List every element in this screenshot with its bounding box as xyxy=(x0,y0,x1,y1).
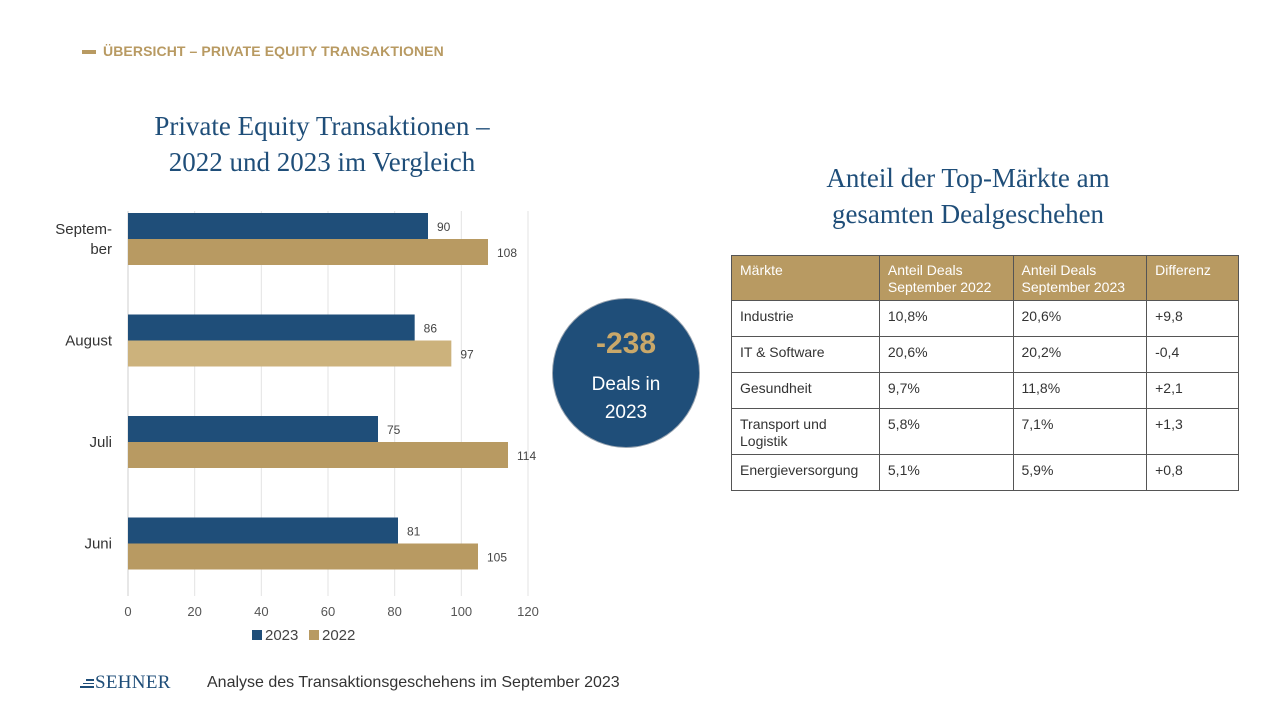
chart-title: Private Equity Transaktionen – 2022 und … xyxy=(112,108,532,180)
bar-2023 xyxy=(128,314,415,341)
chart-title-line-2: 2022 und 2023 im Vergleich xyxy=(168,147,476,177)
header-cell-difference: Differenz xyxy=(1146,255,1239,301)
table-header-row: Märkte Anteil Deals September 2022 Antei… xyxy=(731,255,1239,301)
callout-label-line-1: Deals in xyxy=(591,374,661,395)
table-cell-share-2022: 5,1% xyxy=(878,454,1014,491)
category-label: ber xyxy=(90,241,112,258)
x-tick-label: 20 xyxy=(187,604,201,619)
bar-2022 xyxy=(128,340,452,367)
table-cell-difference: +1,3 xyxy=(1146,408,1239,455)
legend-label: 2022 xyxy=(322,627,355,644)
table-cell-market: Gesundheit xyxy=(731,372,880,409)
logo-text: SEHNER xyxy=(95,672,171,693)
data-label: 90 xyxy=(437,220,451,234)
table-cell-share-2022: 5,8% xyxy=(878,408,1014,455)
x-tick-label: 40 xyxy=(254,604,268,619)
header-cell-markets: Märkte xyxy=(731,255,880,301)
data-label: 97 xyxy=(460,348,474,362)
header-accent-bar xyxy=(82,50,96,54)
table-cell-market: Energieversorgung xyxy=(731,454,880,491)
footer-caption: Analyse des Transaktionsgeschehens im Se… xyxy=(207,674,620,691)
table-cell-difference: +0,8 xyxy=(1146,454,1239,491)
x-tick-label: 0 xyxy=(124,604,131,619)
table-cell-market: Industrie xyxy=(731,300,880,337)
table-cell-share-2023: 20,6% xyxy=(1012,300,1148,337)
table-cell-difference: -0,4 xyxy=(1146,336,1239,373)
table-cell-share-2023: 11,8% xyxy=(1012,372,1148,409)
data-label: 114 xyxy=(517,449,536,463)
bar-2023 xyxy=(128,213,428,239)
x-tick-label: 80 xyxy=(387,604,401,619)
table-cell-share-2022: 9,7% xyxy=(878,372,1014,409)
table-title-line-2: gesamten Dealgeschehen xyxy=(831,199,1105,229)
legend-swatch-2022 xyxy=(309,630,319,640)
bar-2023 xyxy=(128,416,378,442)
data-label: 105 xyxy=(487,551,507,565)
callout-value: -238 xyxy=(595,327,657,360)
table-cell-share-2022: 20,6% xyxy=(878,336,1014,373)
legend-swatch-2023 xyxy=(252,630,262,640)
table-cell-share-2023: 7,1% xyxy=(1012,408,1148,455)
deals-callout-circle: -238 Deals in 2023 xyxy=(552,298,700,448)
category-label: Septem- xyxy=(55,221,112,238)
header-cell-share-2023: Anteil Deals September 2023 xyxy=(1012,255,1148,301)
table-cell-share-2023: 20,2% xyxy=(1012,336,1148,373)
table-title: Anteil der Top-Märkte am gesamten Dealge… xyxy=(738,160,1198,232)
bar-2022 xyxy=(128,543,478,570)
data-label: 81 xyxy=(407,525,421,539)
category-label: August xyxy=(65,333,113,350)
table-cell-share-2022: 10,8% xyxy=(878,300,1014,337)
data-label: 86 xyxy=(424,322,438,336)
section-label: ÜBERSICHT – PRIVATE EQUITY TRANSAKTIONEN xyxy=(103,43,444,59)
bar-chart: 0 20 40 60 80 100 120 90 108 Septem-ber 86 97 August… xyxy=(55,211,539,644)
chart-title-line-1: Private Equity Transaktionen – xyxy=(154,111,490,141)
bar-2023 xyxy=(128,517,398,544)
table-cell-market: Transport und Logistik xyxy=(731,408,880,455)
table-row: Gesundheit 9,7% 11,8% +2,1 xyxy=(731,372,1239,409)
x-tick-label: 60 xyxy=(321,604,335,619)
header-cell-share-2022: Anteil Deals September 2022 xyxy=(878,255,1014,301)
table-row: Energieversorgung 5,1% 5,9% +0,8 xyxy=(731,454,1239,491)
data-label: 108 xyxy=(497,246,517,260)
category-label: Juli xyxy=(89,434,112,451)
logo-lines-icon xyxy=(80,679,94,690)
x-tick-label: 120 xyxy=(517,604,539,619)
category-label: Juni xyxy=(84,536,112,553)
markets-table: Märkte Anteil Deals September 2022 Antei… xyxy=(731,255,1239,491)
table-cell-share-2023: 5,9% xyxy=(1012,454,1148,491)
table-row: Transport und Logistik 5,8% 7,1% +1,3 xyxy=(731,408,1239,455)
table-cell-difference: +2,1 xyxy=(1146,372,1239,409)
x-tick-label: 100 xyxy=(450,604,472,619)
callout-label-line-2: 2023 xyxy=(604,402,648,423)
bar-2022 xyxy=(128,442,508,468)
legend-label: 2023 xyxy=(265,627,298,644)
table-cell-market: IT & Software xyxy=(731,336,880,373)
data-label: 75 xyxy=(387,423,401,437)
table-row: IT & Software 20,6% 20,2% -0,4 xyxy=(731,336,1239,373)
table-row: Industrie 10,8% 20,6% +9,8 xyxy=(731,300,1239,337)
callout-label: Deals in 2023 xyxy=(553,371,699,427)
table-title-line-1: Anteil der Top-Märkte am xyxy=(826,163,1110,193)
bar-2022 xyxy=(128,239,488,265)
table-cell-difference: +9,8 xyxy=(1146,300,1239,337)
